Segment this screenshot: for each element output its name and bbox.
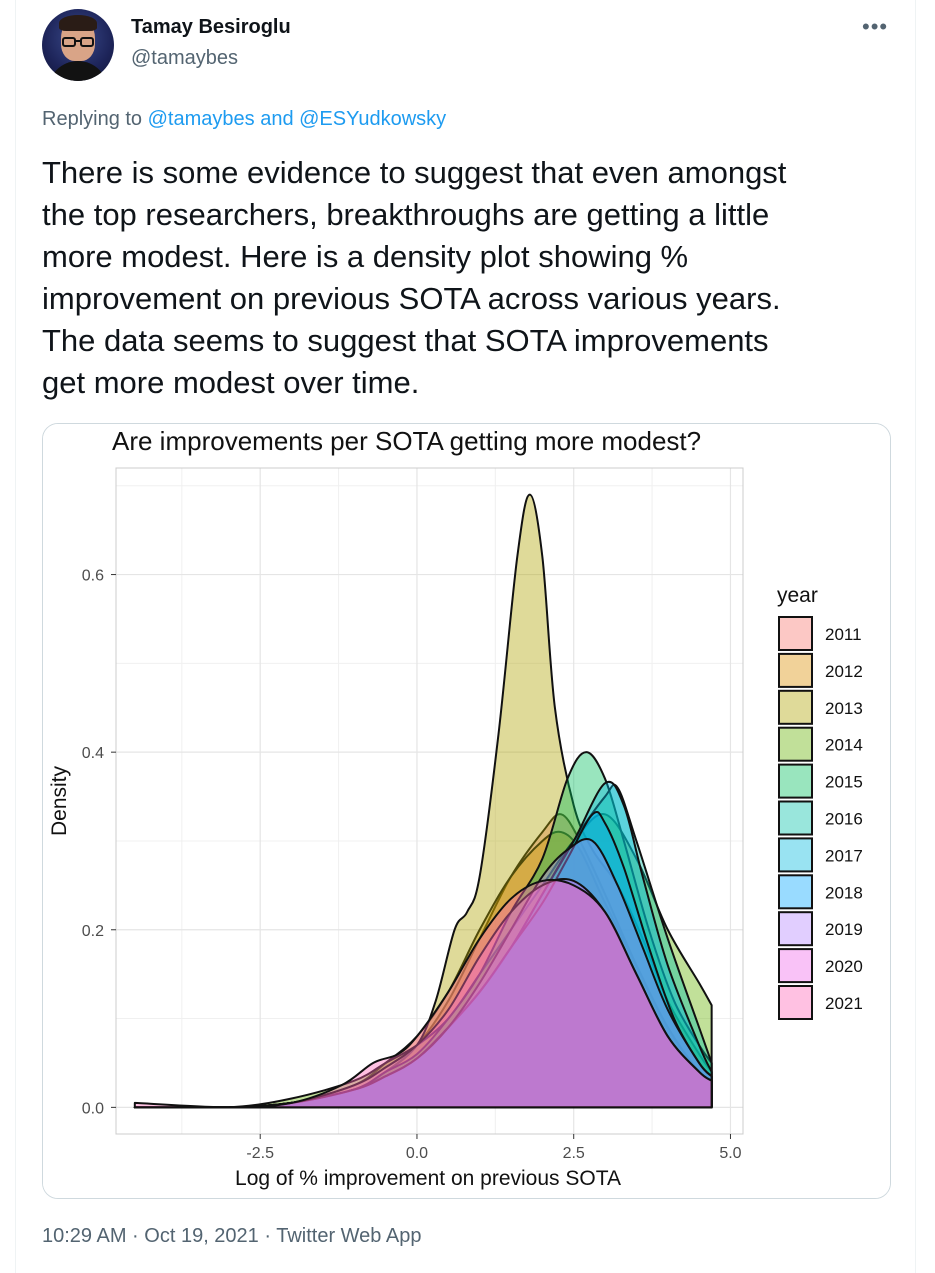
- legend-key-2018: [778, 874, 813, 910]
- legend-label-2021: 2021: [825, 994, 863, 1013]
- chart-areas: [133, 493, 713, 1109]
- legend-key-2014: [778, 726, 813, 762]
- display-name[interactable]: Tamay Besiroglu: [131, 16, 291, 38]
- avatar-shoulders: [48, 61, 108, 81]
- legend-label-2011: 2011: [825, 625, 862, 644]
- legend-title: year: [777, 584, 818, 607]
- tweet-text: There is some evidence to suggest that e…: [42, 155, 787, 400]
- legend-key-2011: [778, 616, 813, 651]
- legend-key-2020: [778, 948, 813, 984]
- legend-key-2021: [778, 985, 813, 1020]
- legend-label-2018: 2018: [825, 883, 863, 902]
- legend-key-2012: [778, 652, 813, 688]
- avatar[interactable]: [42, 9, 114, 81]
- y-tick-label: 0.2: [82, 923, 104, 940]
- chart-title: Are improvements per SOTA getting more m…: [112, 426, 701, 456]
- avatar-hair: [59, 15, 97, 31]
- x-tick-label: 2.5: [563, 1145, 585, 1162]
- x-tick-label: -2.5: [246, 1145, 274, 1162]
- legend-key-2017: [778, 837, 813, 873]
- chart-ticks: -2.5 0.0 2.5 5.0 0.0 0.2 0.4 0.6: [82, 568, 742, 1162]
- tweet-media-chart[interactable]: Are improvements per SOTA getting more m…: [42, 423, 891, 1199]
- legend-label-2017: 2017: [825, 846, 863, 865]
- legend-label-2014: 2014: [825, 736, 863, 755]
- legend-key-2013: [778, 689, 813, 725]
- y-tick-label: 0.0: [82, 1100, 104, 1117]
- legend-key-2015: [778, 763, 813, 799]
- density-area-2019: [133, 838, 713, 1109]
- reply-mentions-link[interactable]: @tamaybes and @ESYudkowsky: [147, 108, 447, 130]
- density-chart: Are improvements per SOTA getting more m…: [43, 424, 890, 1198]
- tweet-timestamp[interactable]: 10:29 AM · Oct 19, 2021 · Twitter Web Ap…: [42, 1225, 422, 1247]
- avatar-glasses: [62, 37, 94, 47]
- y-tick-label: 0.4: [82, 745, 104, 762]
- chart-legend: year 2011 2012 2013 2014 2015 2016 2017 2018 2019…: [777, 584, 863, 1020]
- legend-label-2016: 2016: [825, 810, 863, 829]
- legend-key-2016: [778, 800, 813, 836]
- x-tick-label: 0.0: [406, 1145, 428, 1162]
- tweet-card: [15, 0, 916, 1273]
- x-axis-label: Log of % improvement on previous SOTA: [235, 1167, 621, 1190]
- y-axis-label: Density: [48, 765, 71, 836]
- user-handle[interactable]: @tamaybes: [131, 47, 239, 69]
- x-tick-label: 5.0: [719, 1145, 741, 1162]
- legend-label-2019: 2019: [825, 920, 863, 939]
- chart-panel-border: [115, 467, 744, 1135]
- legend-label-2012: 2012: [825, 662, 863, 681]
- density-area-2021: [133, 878, 713, 1109]
- legend-label-2020: 2020: [825, 957, 863, 976]
- legend-label-2015: 2015: [825, 773, 863, 792]
- y-tick-label: 0.6: [82, 568, 104, 585]
- legend-label-2013: 2013: [825, 699, 863, 718]
- replying-to: Replying to @tamaybes and @ESYudkowsky: [42, 108, 446, 131]
- replying-to-label: Replying to: [42, 108, 143, 130]
- more-horizontal-icon[interactable]: •••: [862, 14, 889, 39]
- legend-key-2019: [778, 911, 813, 947]
- chart-grid: [116, 468, 743, 1134]
